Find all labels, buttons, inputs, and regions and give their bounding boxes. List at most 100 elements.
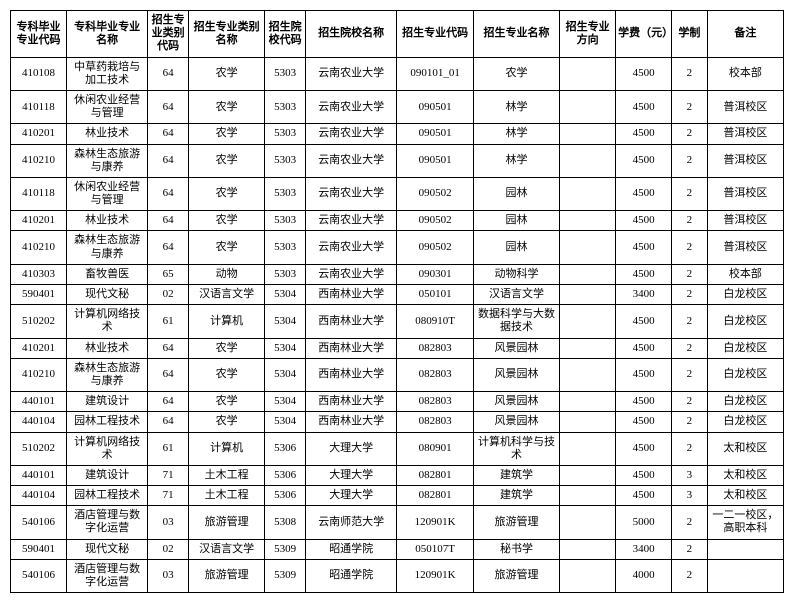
cell: 5303	[265, 124, 306, 144]
cell	[560, 358, 616, 391]
cell: 林学	[473, 90, 559, 123]
cell: 4500	[616, 177, 672, 210]
cell: 2	[672, 285, 708, 305]
table-row: 440104园林工程技术71土木工程5306大理大学082801建筑学45003…	[11, 486, 784, 506]
cell: 120901K	[397, 506, 473, 539]
cell: 5306	[265, 465, 306, 485]
cell: 5303	[265, 144, 306, 177]
cell: 2	[672, 412, 708, 432]
cell: 畜牧兽医	[66, 264, 147, 284]
cell: 4500	[616, 465, 672, 485]
cell: 082803	[397, 358, 473, 391]
cell: 5303	[265, 231, 306, 264]
cell: 农学	[188, 231, 264, 264]
cell: 白龙校区	[707, 285, 783, 305]
table-row: 410201林业技术64农学5304西南林业大学082803风景园林45002白…	[11, 338, 784, 358]
cell: 建筑设计	[66, 465, 147, 485]
cell: 风景园林	[473, 358, 559, 391]
cell: 风景园林	[473, 392, 559, 412]
cell: 汉语言文学	[188, 285, 264, 305]
cell: 计算机科学与技术	[473, 432, 559, 465]
cell	[560, 305, 616, 338]
cell: 4500	[616, 486, 672, 506]
cell: 510202	[11, 432, 67, 465]
cell: 休闲农业经营与管理	[66, 177, 147, 210]
cell: 4500	[616, 305, 672, 338]
cell: 090501	[397, 90, 473, 123]
cell: 64	[148, 57, 189, 90]
cell: 4500	[616, 432, 672, 465]
cell: 64	[148, 124, 189, 144]
cell: 090501	[397, 144, 473, 177]
cell	[560, 465, 616, 485]
cell: 410210	[11, 144, 67, 177]
cell: 云南农业大学	[305, 124, 397, 144]
column-header-10: 学制	[672, 11, 708, 58]
cell: 计算机网络技术	[66, 305, 147, 338]
cell	[560, 231, 616, 264]
cell: 数据科学与大数据技术	[473, 305, 559, 338]
cell: 2	[672, 392, 708, 412]
cell	[560, 90, 616, 123]
cell: 2	[672, 338, 708, 358]
cell: 2	[672, 539, 708, 559]
cell: 410201	[11, 338, 67, 358]
cell: 云南农业大学	[305, 264, 397, 284]
cell: 64	[148, 358, 189, 391]
cell: 计算机网络技术	[66, 432, 147, 465]
cell: 02	[148, 285, 189, 305]
cell: 云南农业大学	[305, 231, 397, 264]
cell: 白龙校区	[707, 392, 783, 412]
cell: 082803	[397, 338, 473, 358]
cell: 西南林业大学	[305, 412, 397, 432]
cell: 中草药栽培与加工技术	[66, 57, 147, 90]
column-header-5: 招生院校名称	[305, 11, 397, 58]
cell	[560, 559, 616, 592]
cell: 120901K	[397, 559, 473, 592]
cell: 5309	[265, 539, 306, 559]
cell: 白龙校区	[707, 305, 783, 338]
cell: 太和校区	[707, 432, 783, 465]
cell: 计算机	[188, 305, 264, 338]
cell: 2	[672, 124, 708, 144]
cell: 农学	[473, 57, 559, 90]
cell: 71	[148, 486, 189, 506]
column-header-11: 备注	[707, 11, 783, 58]
cell: 动物	[188, 264, 264, 284]
cell: 082801	[397, 486, 473, 506]
column-header-8: 招生专业方向	[560, 11, 616, 58]
table-row: 410210森林生态旅游与康养64农学5303云南农业大学090501林学450…	[11, 144, 784, 177]
table-row: 410118休闲农业经营与管理64农学5303云南农业大学090501林学450…	[11, 90, 784, 123]
cell: 5306	[265, 486, 306, 506]
cell: 5303	[265, 264, 306, 284]
cell: 风景园林	[473, 338, 559, 358]
cell: 090501	[397, 124, 473, 144]
cell: 64	[148, 412, 189, 432]
cell: 4500	[616, 392, 672, 412]
cell: 2	[672, 57, 708, 90]
cell: 5304	[265, 392, 306, 412]
cell: 风景园林	[473, 412, 559, 432]
cell: 2	[672, 144, 708, 177]
cell: 云南农业大学	[305, 57, 397, 90]
column-header-1: 专科毕业专业名称	[66, 11, 147, 58]
cell: 林学	[473, 144, 559, 177]
cell	[560, 264, 616, 284]
table-row: 440101建筑设计64农学5304西南林业大学082803风景园林45002白…	[11, 392, 784, 412]
cell	[560, 338, 616, 358]
cell	[707, 539, 783, 559]
cell: 白龙校区	[707, 412, 783, 432]
cell: 林学	[473, 124, 559, 144]
cell: 4500	[616, 90, 672, 123]
cell: 082803	[397, 412, 473, 432]
cell: 校本部	[707, 264, 783, 284]
cell: 3400	[616, 539, 672, 559]
cell: 61	[148, 305, 189, 338]
cell: 082803	[397, 392, 473, 412]
cell: 2	[672, 559, 708, 592]
cell: 090502	[397, 231, 473, 264]
cell: 旅游管理	[473, 559, 559, 592]
column-header-4: 招生院校代码	[265, 11, 306, 58]
cell: 西南林业大学	[305, 305, 397, 338]
cell: 农学	[188, 211, 264, 231]
